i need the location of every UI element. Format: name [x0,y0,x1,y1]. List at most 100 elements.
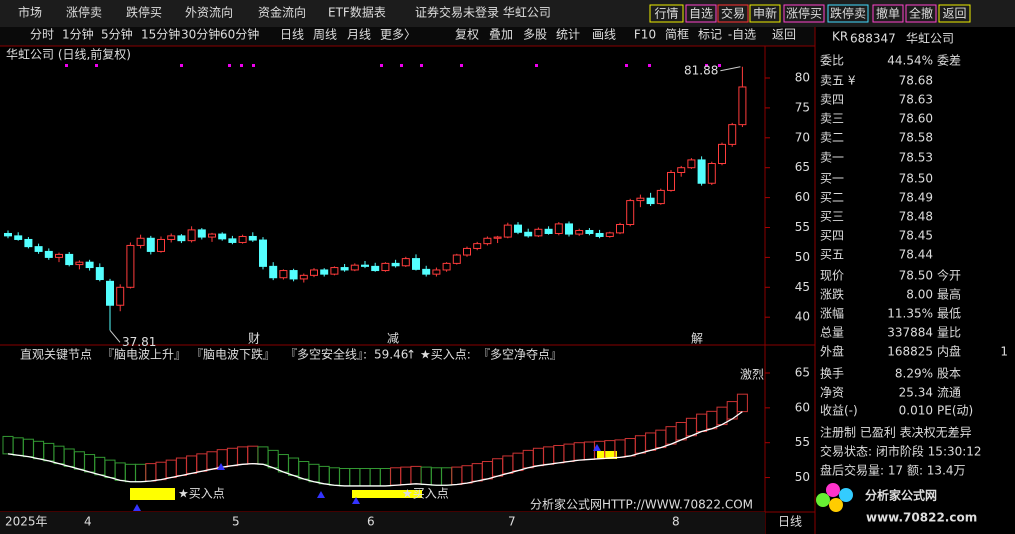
menu-item[interactable]: 涨停卖 [66,5,102,20]
tool-button[interactable]: 叠加 [489,28,513,42]
candle-body [187,229,196,242]
button[interactable] [685,4,717,23]
high-label: 81.88 [684,63,718,77]
button-label[interactable]: 交易 [721,6,745,21]
quote-value: 8.29% [895,367,933,381]
candle-body [412,258,420,270]
indicator-legend: 『多空安全线』 [285,347,369,362]
button-label[interactable]: 行情 [654,7,678,21]
quote-value: 78.60 [899,112,933,126]
menu-item[interactable]: ETF数据表 [328,5,386,20]
quote-label: 卖二 [820,131,844,145]
candle-body [738,86,747,126]
menu-item[interactable]: 市场 [18,5,42,20]
chart-title: 华虹公司 (日线,前复权) [6,47,131,62]
candle-body [503,224,512,238]
button-label[interactable]: 跌停卖 [830,6,866,21]
y-tick-label: 45 [795,280,810,294]
quote-value: 8.00 [906,288,933,302]
menu-item[interactable]: 资金流向 [258,5,306,20]
event-marker: 减 [387,332,399,346]
safety-value: 59.46 [374,348,408,362]
indicator-legend: ★买入点: [420,348,471,362]
candle-body [95,267,104,281]
x-tick-label: 8 [672,515,680,529]
tool-button[interactable]: 画线 [592,28,616,42]
candle-body [473,243,482,249]
event-dot [228,64,231,67]
quote-value: 78.48 [899,210,933,224]
event-dot [240,64,243,67]
button[interactable] [827,4,869,23]
button[interactable] [783,4,825,23]
button-label[interactable]: 全撤 [909,6,933,21]
candle-body [259,239,267,267]
stock-name: 华虹公司 [906,32,954,46]
button[interactable] [872,4,904,23]
period-tab[interactable]: 周线 [313,28,337,42]
button[interactable] [717,4,749,23]
period-tab[interactable]: 60分钟 [220,27,259,42]
candle-body [350,264,359,271]
tool-button[interactable]: 标记 [698,28,722,42]
candle-body [177,235,186,242]
button-label[interactable]: 返回 [942,7,966,21]
period-tab[interactable]: 15分钟 [141,27,180,42]
event-dot [718,64,721,67]
menu-item[interactable]: 跌停买 [126,5,162,20]
period-tab[interactable]: 月线 [347,28,371,42]
button-label[interactable]: 撤单 [876,6,900,21]
candle-body [14,235,23,240]
y-tick-label: 50 [795,250,810,264]
quote-value: 78.50 [899,172,933,186]
button[interactable] [749,4,781,23]
quote-value: 168825 [887,345,933,359]
period-tab[interactable]: 日线 [280,28,304,42]
quote-label: 最高 [937,287,961,302]
logo-url: www.70822.com [866,511,977,525]
button[interactable] [905,4,937,23]
candle-body [565,223,573,235]
quote-label: 涨幅 [820,306,844,321]
candle-body [432,269,441,275]
button-label[interactable]: 自选 [689,7,713,21]
period-tab[interactable]: 更多〉 [380,28,416,42]
period-tab[interactable]: 30分钟 [181,27,220,42]
candle-body [626,200,635,226]
button-label[interactable]: 申新 [753,6,777,21]
candle-body [116,286,125,306]
menu-item[interactable]: 外资流向 [185,5,233,20]
candle-body [361,264,369,267]
event-dot [400,64,403,67]
period-tab[interactable]: 5分钟 [101,27,133,42]
button-label[interactable]: 涨停买 [786,6,822,21]
tool-button[interactable]: 复权 [455,28,479,42]
tool-button[interactable]: 简框 [665,28,689,42]
candle-body [524,231,533,237]
quote-label: 卖三 [820,112,844,126]
quote-value: 25.34 [899,386,933,400]
logo-petal [816,493,830,507]
period-tab[interactable]: 1分钟 [62,27,94,42]
candle-body [646,197,655,205]
tool-button[interactable]: 多股 [523,28,547,42]
period-tab[interactable]: 分时 [30,28,54,42]
quote-note: 注册制 已盈利 表决权无差异 [820,425,972,440]
button[interactable] [938,4,971,23]
event-marker: 解 [691,332,703,346]
x-axis-strip [0,512,765,534]
button[interactable] [649,4,684,23]
y-tick-label: 80 [795,71,810,85]
tool-button[interactable]: 统计 [556,28,580,42]
watermark: 分析家公式网HTTP://WWW.70822.COM [530,497,753,512]
tool-button[interactable]: -自选 [728,28,756,42]
quote-value: 78.68 [899,74,933,88]
buy-zone [597,451,617,459]
candle-body [228,238,237,243]
candle-body [75,261,84,266]
event-dot [535,64,538,67]
quote-label: 今开 [937,268,961,283]
quote-value: 78.44 [899,248,933,262]
tool-button[interactable]: 返回 [772,28,796,42]
tool-button[interactable]: F10 [634,28,656,42]
